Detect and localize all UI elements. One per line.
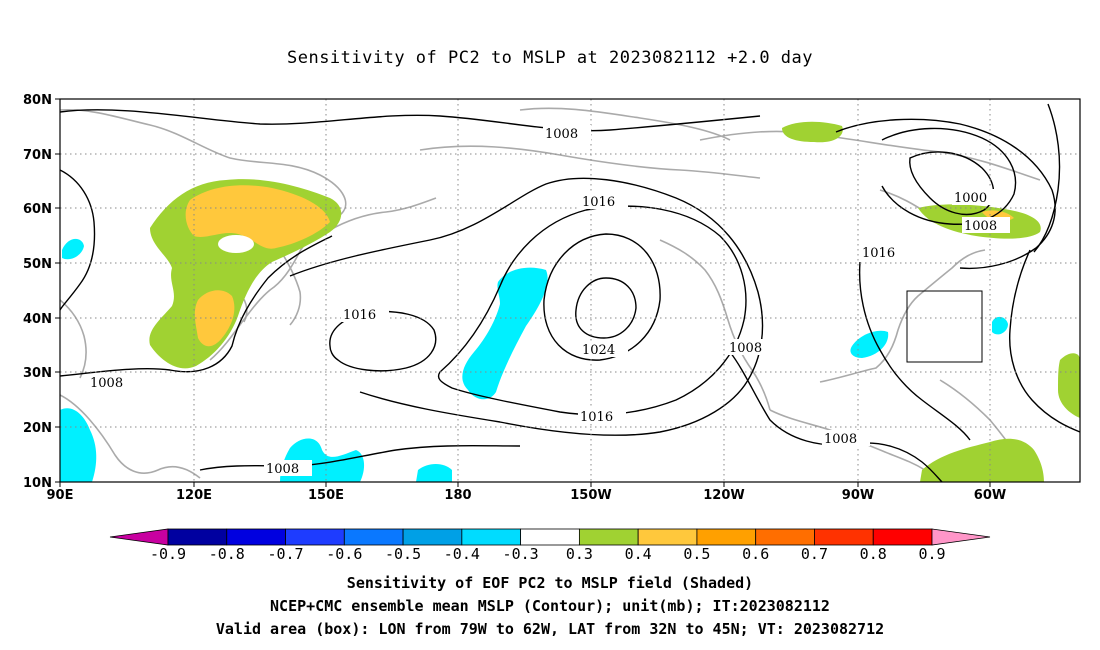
shade-positive-caribbean [920,438,1044,482]
colorbar-cell [814,528,874,546]
contour-label: 1016 [343,308,376,323]
lon-label: 90W [842,488,874,503]
lat-label: 80N [23,93,52,108]
contour-1016-outer [289,177,764,436]
contour-label: 1008 [964,219,997,234]
lon-label: 150W [570,488,611,503]
colorbar-cell [285,528,345,546]
contour-1016-central-pacific-high [437,205,747,416]
colorbar-label: 0.3 [566,545,593,563]
contour-labels: 1008 1016 1000 1008 1016 1016 1024 1008 … [88,125,1010,477]
contour-label: 1008 [824,432,857,447]
contour-1008-siberia [60,169,96,311]
lat-label: 40N [23,312,52,327]
colorbar-cell [872,528,933,546]
colorbar-cell [637,528,698,546]
contour-1016-atlantic-east [1009,249,1080,433]
lat-label: 30N [23,366,52,381]
map-title: Sensitivity of PC2 to MSLP at 2023082112… [286,48,813,68]
lon-label: 90E [47,488,74,503]
latitude-axis: 80N 70N 60N 50N 40N 30N 20N 10N [23,93,52,491]
lon-label: 120W [703,488,744,503]
shade-negative-gulf [850,330,889,358]
lat-label: 50N [23,257,52,272]
caption-line-1: Sensitivity of EOF PC2 to MSLP field (Sh… [346,574,754,592]
contour-label: 1016 [580,410,613,425]
shade-positive-mid-atlantic [1058,353,1080,418]
contour-label: 1016 [582,195,615,210]
shade-positive-korea [194,290,235,347]
lat-label: 70N [23,148,52,163]
contour-1008-atlantic [835,118,1056,270]
lon-label: 150E [308,488,344,503]
caption-line-3: Valid area (box): LON from 79W to 62W, L… [215,620,885,638]
colorbar-low-arrow [109,528,169,546]
caption-line-2: NCEP+CMC ensemble mean MSLP (Contour); u… [270,597,830,615]
contour-label: 1008 [545,127,578,142]
colorbar-label: 0.5 [683,545,710,563]
shade-negative-central-pacific [462,267,548,400]
contour-1008-south [199,444,521,471]
colorbar-label: 0.8 [860,545,887,563]
colorbar-cell [461,528,522,546]
contour-label: 1008 [266,462,299,477]
contour-label: 1016 [862,246,895,261]
colorbar-label: -0.5 [385,545,421,563]
colorbar-label: -0.7 [267,545,303,563]
colorbar-cell [520,528,580,546]
contour-label: 1008 [90,376,123,391]
shade-positive-east-asia-inner [185,185,330,249]
colorbar-cell [696,528,757,546]
colorbar-cell [402,528,463,546]
lat-label: 10N [23,476,52,491]
colorbar-cell [343,528,404,546]
colorbar-label: 0.6 [742,545,769,563]
colorbar-label: 0.7 [801,545,828,563]
contour-label: 1008 [729,341,762,356]
contour-label: 1024 [582,343,615,358]
colorbar-label: -0.3 [503,545,539,563]
sensitivity-shading [60,121,1080,482]
colorbar-cell [226,528,286,546]
colorbar-label: -0.8 [209,545,245,563]
plot-frame [59,98,1081,483]
lat-label: 20N [23,421,52,436]
lon-label: 180 [444,488,471,503]
longitude-axis: 90E 120E 150E 180 150W 120W 90W 60W [47,488,1007,503]
colorbar-cells [167,528,933,546]
gridlines [60,99,1080,482]
contour-label: 1000 [954,191,987,206]
contour-1024 [543,233,661,361]
colorbar-labels: -0.9 -0.8 -0.7 -0.6 -0.5 -0.4 -0.3 0.3 0.4 0.5 0.6… [150,545,946,563]
shade-negative-atlantic [992,316,1008,335]
valid-area-box [906,290,983,363]
contour-1016-far-east [1033,103,1061,253]
contour-1008-north [60,109,761,132]
shade-positive-alaska [782,121,843,143]
shade-hole-mongolia [218,235,254,253]
shade-negative-siberia [62,238,84,260]
colorbar-cell [167,528,228,546]
colorbar-cell [578,528,639,546]
colorbar-cell [755,528,815,546]
contour-992 [881,127,1017,225]
colorbar-high-arrow [931,528,991,546]
colorbar-label: -0.6 [326,545,362,563]
shade-negative-dateline [416,464,452,482]
shade-negative-east-china [60,408,97,482]
lon-label: 60W [974,488,1006,503]
colorbar-label: 0.4 [625,545,652,563]
colorbar-label: -0.4 [444,545,480,563]
lat-label: 60N [23,202,52,217]
colorbar-label: 0.9 [918,545,945,563]
lon-label: 120E [176,488,212,503]
contour-1028 [575,277,637,339]
contour-1016-america [858,261,971,441]
colorbar: -0.9 -0.8 -0.7 -0.6 -0.5 -0.4 -0.3 0.3 0.4 0.5 0.6… [109,528,991,563]
colorbar-label: -0.9 [150,545,186,563]
tick-marks [55,98,991,487]
contour-1000 [909,151,995,216]
